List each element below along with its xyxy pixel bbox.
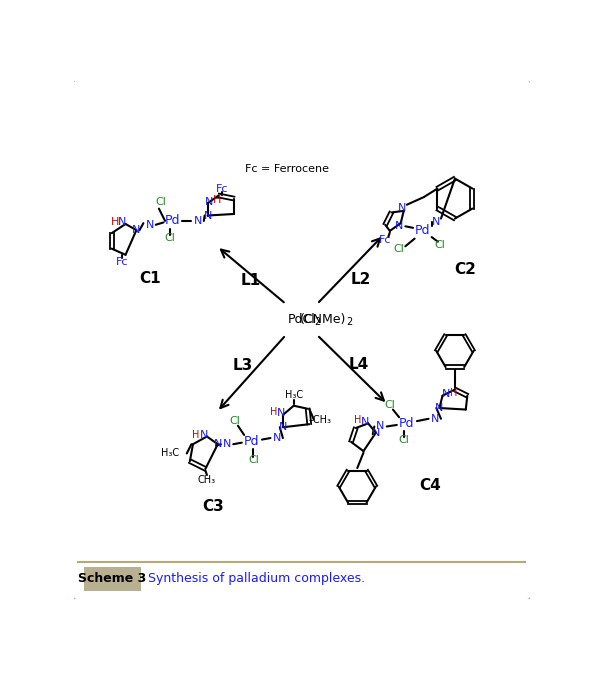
Text: N: N [193,216,202,226]
Text: C4: C4 [419,478,441,493]
Text: Fc: Fc [216,184,228,194]
Text: H: H [213,195,221,205]
Text: N: N [223,439,231,449]
Text: N: N [398,203,406,213]
Text: Cl: Cl [434,240,445,250]
Text: H: H [193,430,200,440]
Text: Pd: Pd [244,435,260,448]
Text: N: N [441,389,450,399]
Text: N: N [205,197,213,207]
Text: L2: L2 [350,272,370,287]
Text: L1: L1 [240,273,260,289]
Text: Pd: Pd [165,215,181,227]
Text: Scheme 3: Scheme 3 [78,573,147,586]
Text: N: N [435,403,444,413]
Text: PdCl: PdCl [287,313,315,326]
FancyBboxPatch shape [72,79,532,600]
Text: H: H [270,407,277,417]
Text: N: N [361,417,369,427]
Text: N: N [145,220,154,229]
Text: H: H [449,388,457,398]
Bar [78,562,525,594]
Text: H₃C: H₃C [284,390,303,400]
Text: N: N [372,427,380,437]
Text: N: N [214,439,222,449]
Text: Fc = Ferrocene: Fc = Ferrocene [245,164,329,174]
Text: N: N [395,221,403,232]
Text: H: H [111,217,119,227]
Text: Pd: Pd [415,224,430,238]
Text: N: N [432,217,441,227]
Text: 2: 2 [314,317,320,327]
Text: N: N [277,409,286,419]
Text: Cl: Cl [229,416,240,426]
Text: C1: C1 [139,271,160,286]
Text: (CNMe): (CNMe) [300,313,346,326]
Text: C2: C2 [454,262,476,277]
Text: Cl: Cl [393,244,405,254]
Text: H₃C: H₃C [161,448,179,458]
Text: Cl: Cl [155,197,166,207]
Text: Fc: Fc [379,235,392,245]
Text: H: H [353,415,361,425]
Text: N: N [279,422,287,432]
Text: N: N [132,225,141,235]
Text: CH₃: CH₃ [198,474,216,485]
Text: Cl: Cl [164,233,175,243]
Text: Synthesis of palladium complexes.: Synthesis of palladium complexes. [148,573,365,586]
Text: N: N [200,430,208,440]
Text: Cl: Cl [248,454,259,464]
Text: N: N [118,217,127,227]
Text: Fc: Fc [116,258,129,267]
Text: N: N [204,211,212,221]
Text: N: N [376,421,385,431]
Text: 2: 2 [346,317,353,327]
Text: N: N [431,414,439,424]
Text: N: N [273,433,281,443]
Text: L4: L4 [349,357,369,371]
Text: Cl: Cl [385,400,395,410]
Text: C3: C3 [202,499,224,514]
FancyBboxPatch shape [84,567,141,590]
Text: Cl: Cl [398,435,409,446]
Text: Pd: Pd [399,417,415,430]
Text: L3: L3 [233,358,253,373]
Text: –CH₃: –CH₃ [309,415,332,425]
